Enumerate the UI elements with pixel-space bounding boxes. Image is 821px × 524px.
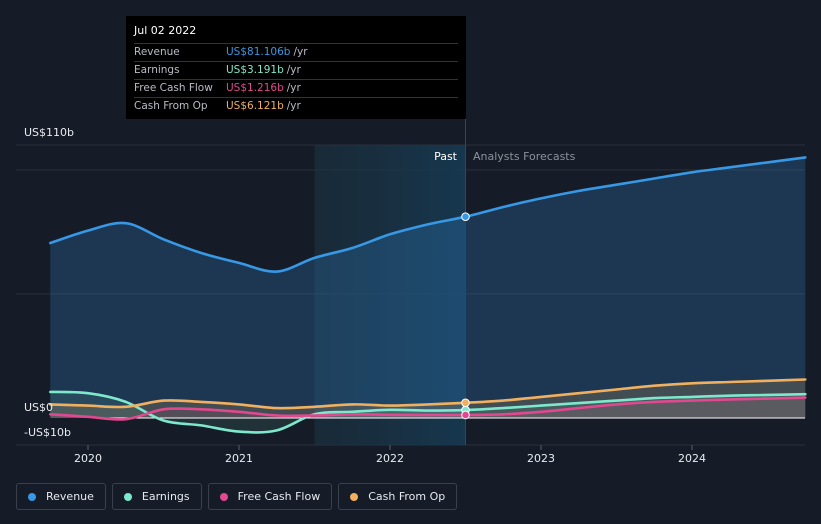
free-cash-flow-dot-icon <box>219 492 228 501</box>
tooltip-label: Revenue <box>134 46 180 58</box>
y-tick-zero: US$0 <box>24 401 53 414</box>
cash-from-op-marker <box>461 398 470 408</box>
free-cash-flow-line <box>49 396 807 421</box>
x-tick-label: 2023 <box>527 452 555 465</box>
y-tick-top: US$110b <box>24 126 74 139</box>
x-tick-label: 2020 <box>74 452 102 465</box>
legend-label: Free Cash Flow <box>237 490 321 503</box>
tooltip-unit: /yr <box>286 82 301 94</box>
free-cash-flow-marker <box>461 410 470 420</box>
revenue-dot-icon <box>28 492 36 501</box>
revenue-marker <box>461 212 470 222</box>
past-label: Past <box>434 150 458 163</box>
cash-from-op-line <box>49 378 807 410</box>
tooltip-row-cash-from-op: Cash From Op US$6.121b /yr <box>134 97 458 115</box>
tooltip-row-free-cash-flow: Free Cash Flow US$1.216b /yr <box>134 79 458 97</box>
x-tick-label: 2022 <box>376 452 404 465</box>
forecast-label: Analysts Forecasts <box>473 150 576 163</box>
legend-label: Cash From Op <box>368 490 446 503</box>
tooltip-value: US$6.121b <box>226 100 284 112</box>
tooltip-value: US$81.106b <box>226 46 291 58</box>
tooltip-label: Free Cash Flow <box>134 82 213 94</box>
x-tick-label: 2024 <box>678 452 706 465</box>
legend-item-revenue[interactable]: Revenue <box>16 483 106 510</box>
legend-item-cash-from-op[interactable]: Cash From Op <box>338 483 458 510</box>
legend-item-free-cash-flow[interactable]: Free Cash Flow <box>207 483 333 510</box>
tooltip-unit: /yr <box>286 100 301 112</box>
tooltip-value: US$1.216b <box>226 82 284 94</box>
cash-from-op-dot-icon <box>350 492 359 501</box>
legend-label: Revenue <box>46 490 94 503</box>
hover-tooltip: Jul 02 2022 Revenue US$81.106b /yr Earni… <box>126 16 466 119</box>
series-markers <box>461 212 470 420</box>
x-tick-label: 2021 <box>225 452 253 465</box>
series-lines <box>49 156 807 434</box>
x-axis: 2020 2021 2022 2023 2024 <box>74 445 706 465</box>
earnings-area <box>50 391 806 433</box>
earnings-line <box>49 390 807 434</box>
legend-item-earnings[interactable]: Earnings <box>111 483 202 510</box>
free-cash-flow-area <box>50 397 806 420</box>
y-tick-negative: -US$10b <box>24 426 71 439</box>
tooltip-unit: /yr <box>293 46 308 58</box>
revenue-line <box>49 156 807 273</box>
cash-from-op-area <box>50 379 806 418</box>
earnings-dot-icon <box>123 492 132 501</box>
tooltip-value: US$3.191b <box>226 64 284 76</box>
tooltip-date: Jul 02 2022 <box>134 24 197 37</box>
tooltip-unit: /yr <box>286 64 301 76</box>
series-areas <box>50 157 806 433</box>
tooltip-row-earnings: Earnings US$3.191b /yr <box>134 61 458 79</box>
tooltip-row-revenue: Revenue US$81.106b /yr <box>134 43 458 61</box>
revenue-area <box>50 157 806 418</box>
legend-label: Earnings <box>141 490 190 503</box>
tooltip-label: Cash From Op <box>134 100 208 112</box>
tooltip-label: Earnings <box>134 64 180 76</box>
past-highlight-band <box>314 145 466 445</box>
legend: Revenue Earnings Free Cash Flow Cash Fro… <box>16 483 458 510</box>
